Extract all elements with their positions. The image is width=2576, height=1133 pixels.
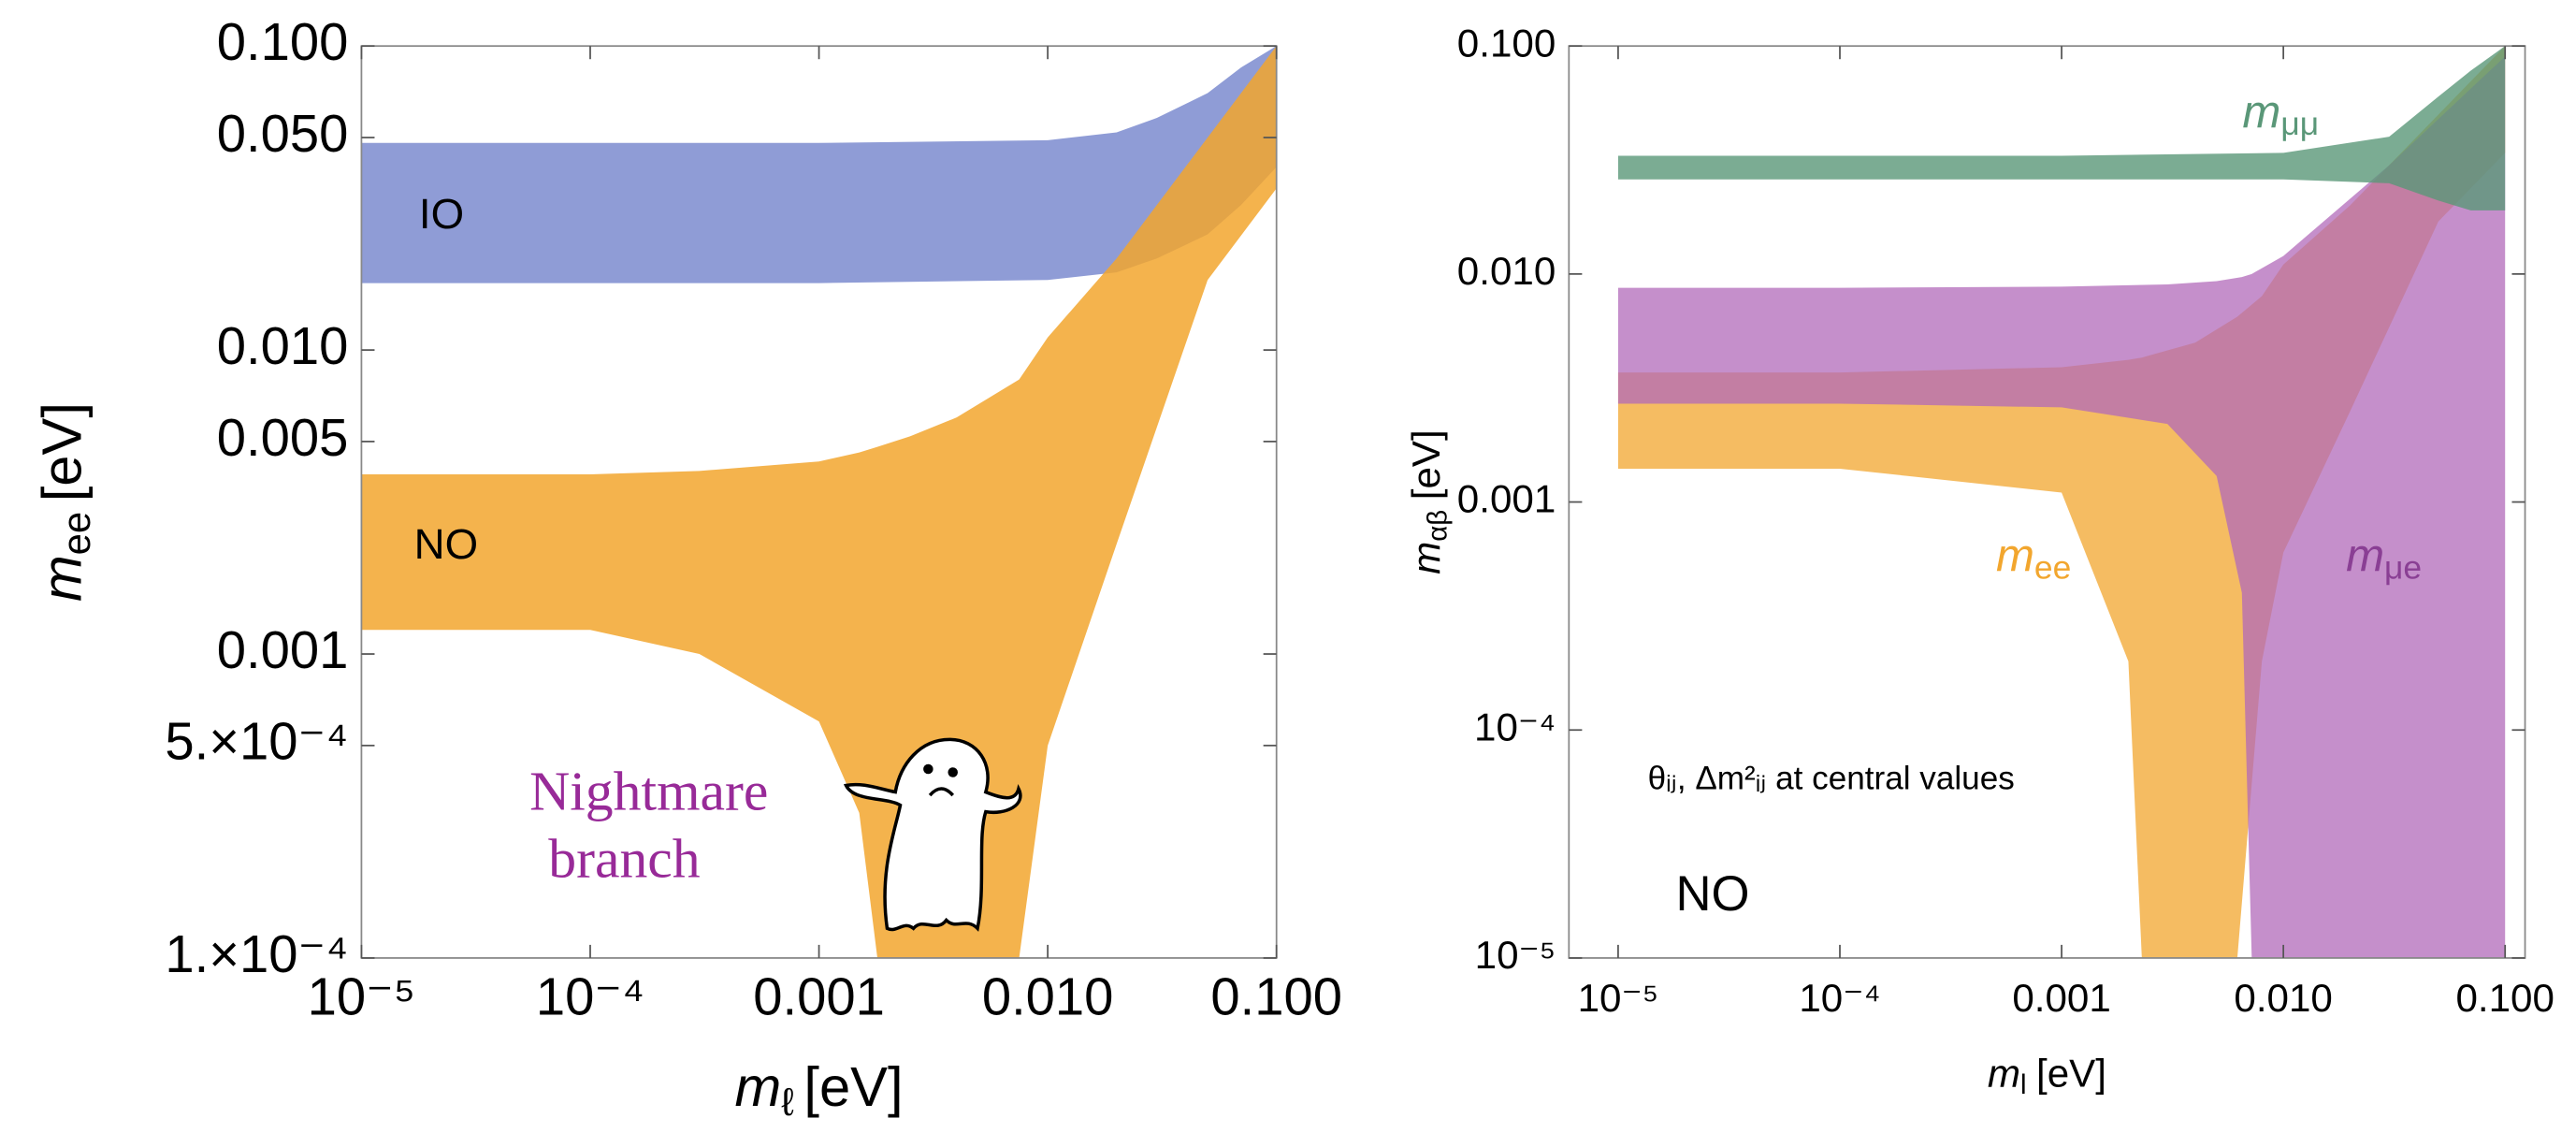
plot-area (361, 46, 1277, 958)
x-axis-label-symbol: m (735, 1055, 782, 1118)
x-tick-label: 0.010 (2234, 976, 2332, 1020)
y-tick-label: 0.050 (217, 104, 349, 163)
y-tick-label: 10⁻⁴ (1474, 704, 1556, 748)
x-tick-label: 0.001 (753, 966, 885, 1025)
ghost-body (843, 737, 1022, 932)
series-name: IO (419, 190, 464, 238)
y-axis-label: mee [eV] (30, 402, 98, 602)
y-axis-label-subscript: αβ (1422, 510, 1453, 542)
annotation: θᵢⱼ, Δm²ᵢⱼ at central values (1648, 761, 2015, 797)
series-label: mee (1996, 530, 2071, 587)
y-tick-label: 0.100 (1457, 21, 1556, 65)
x-axis-label-unit: [eV] (803, 1055, 903, 1118)
plot-area (1617, 46, 2506, 958)
y-axis-label: mαβ [eV] (1404, 429, 1453, 574)
x-axis-label-subscript: l (2020, 1069, 2027, 1100)
y-tick-label: 0.010 (1457, 249, 1556, 293)
series-label: mμe (2346, 530, 2422, 587)
x-tick-label: 0.010 (982, 966, 1114, 1025)
x-axis-label-subscript: ℓ (781, 1080, 794, 1124)
ghost-eye (923, 763, 933, 775)
x-axis-label: ml [eV] (1988, 1052, 2106, 1100)
y-axis-label-unit: [eV] (30, 402, 93, 501)
band (1617, 56, 2506, 958)
y-tick-label: 5.×10⁻⁴ (165, 712, 348, 771)
annotation: branch (548, 828, 701, 890)
series-subscript: μe (2384, 549, 2422, 587)
series-name: m (2242, 86, 2280, 138)
annotation: Nightmare (529, 761, 768, 822)
series-subscript: μμ (2280, 106, 2319, 143)
series-label: NO (414, 520, 478, 568)
x-axis-label-symbol: m (1988, 1052, 2020, 1096)
y-tick-label: 0.001 (1457, 477, 1556, 521)
y-tick-label: 10⁻⁵ (1475, 933, 1556, 977)
y-axis-label-subscript: ee (54, 512, 98, 556)
ghost-icon (843, 737, 1022, 932)
y-axis-label-symbol: m (1404, 542, 1448, 574)
y-tick-label: 0.100 (217, 12, 349, 71)
band (361, 46, 1277, 283)
series-label: IO (419, 190, 464, 238)
band (1617, 46, 2506, 211)
y-tick-label: 0.005 (217, 408, 349, 467)
x-tick-label: 0.100 (1210, 966, 1342, 1025)
series-subscript: ee (2034, 549, 2071, 587)
ghost-eye (948, 767, 958, 777)
series-name: m (2346, 530, 2384, 581)
y-tick-label: 1.×10⁻⁴ (165, 924, 348, 983)
y-tick-label: 0.001 (217, 620, 349, 679)
y-axis-label-symbol: m (30, 555, 93, 602)
x-tick-label: 10⁻⁵ (308, 966, 415, 1025)
x-tick-label: 10⁻⁵ (1578, 976, 1659, 1020)
x-tick-label: 10⁻⁴ (1799, 976, 1880, 1020)
x-tick-label: 10⁻⁴ (536, 966, 644, 1025)
x-tick-label: 0.100 (2455, 976, 2554, 1020)
ghost-mouth (928, 787, 955, 797)
series-name: NO (414, 520, 478, 568)
series-label: mμμ (2242, 86, 2319, 143)
y-tick-label: 0.010 (217, 316, 349, 375)
annotation: NO (1675, 866, 1749, 922)
x-tick-label: 0.001 (2012, 976, 2110, 1020)
x-axis-label-unit: [eV] (2036, 1052, 2106, 1096)
series-name: m (1996, 530, 2034, 581)
band (361, 46, 1277, 958)
x-axis-label: mℓ [eV] (735, 1055, 904, 1124)
y-axis-label-unit: [eV] (1404, 429, 1448, 500)
